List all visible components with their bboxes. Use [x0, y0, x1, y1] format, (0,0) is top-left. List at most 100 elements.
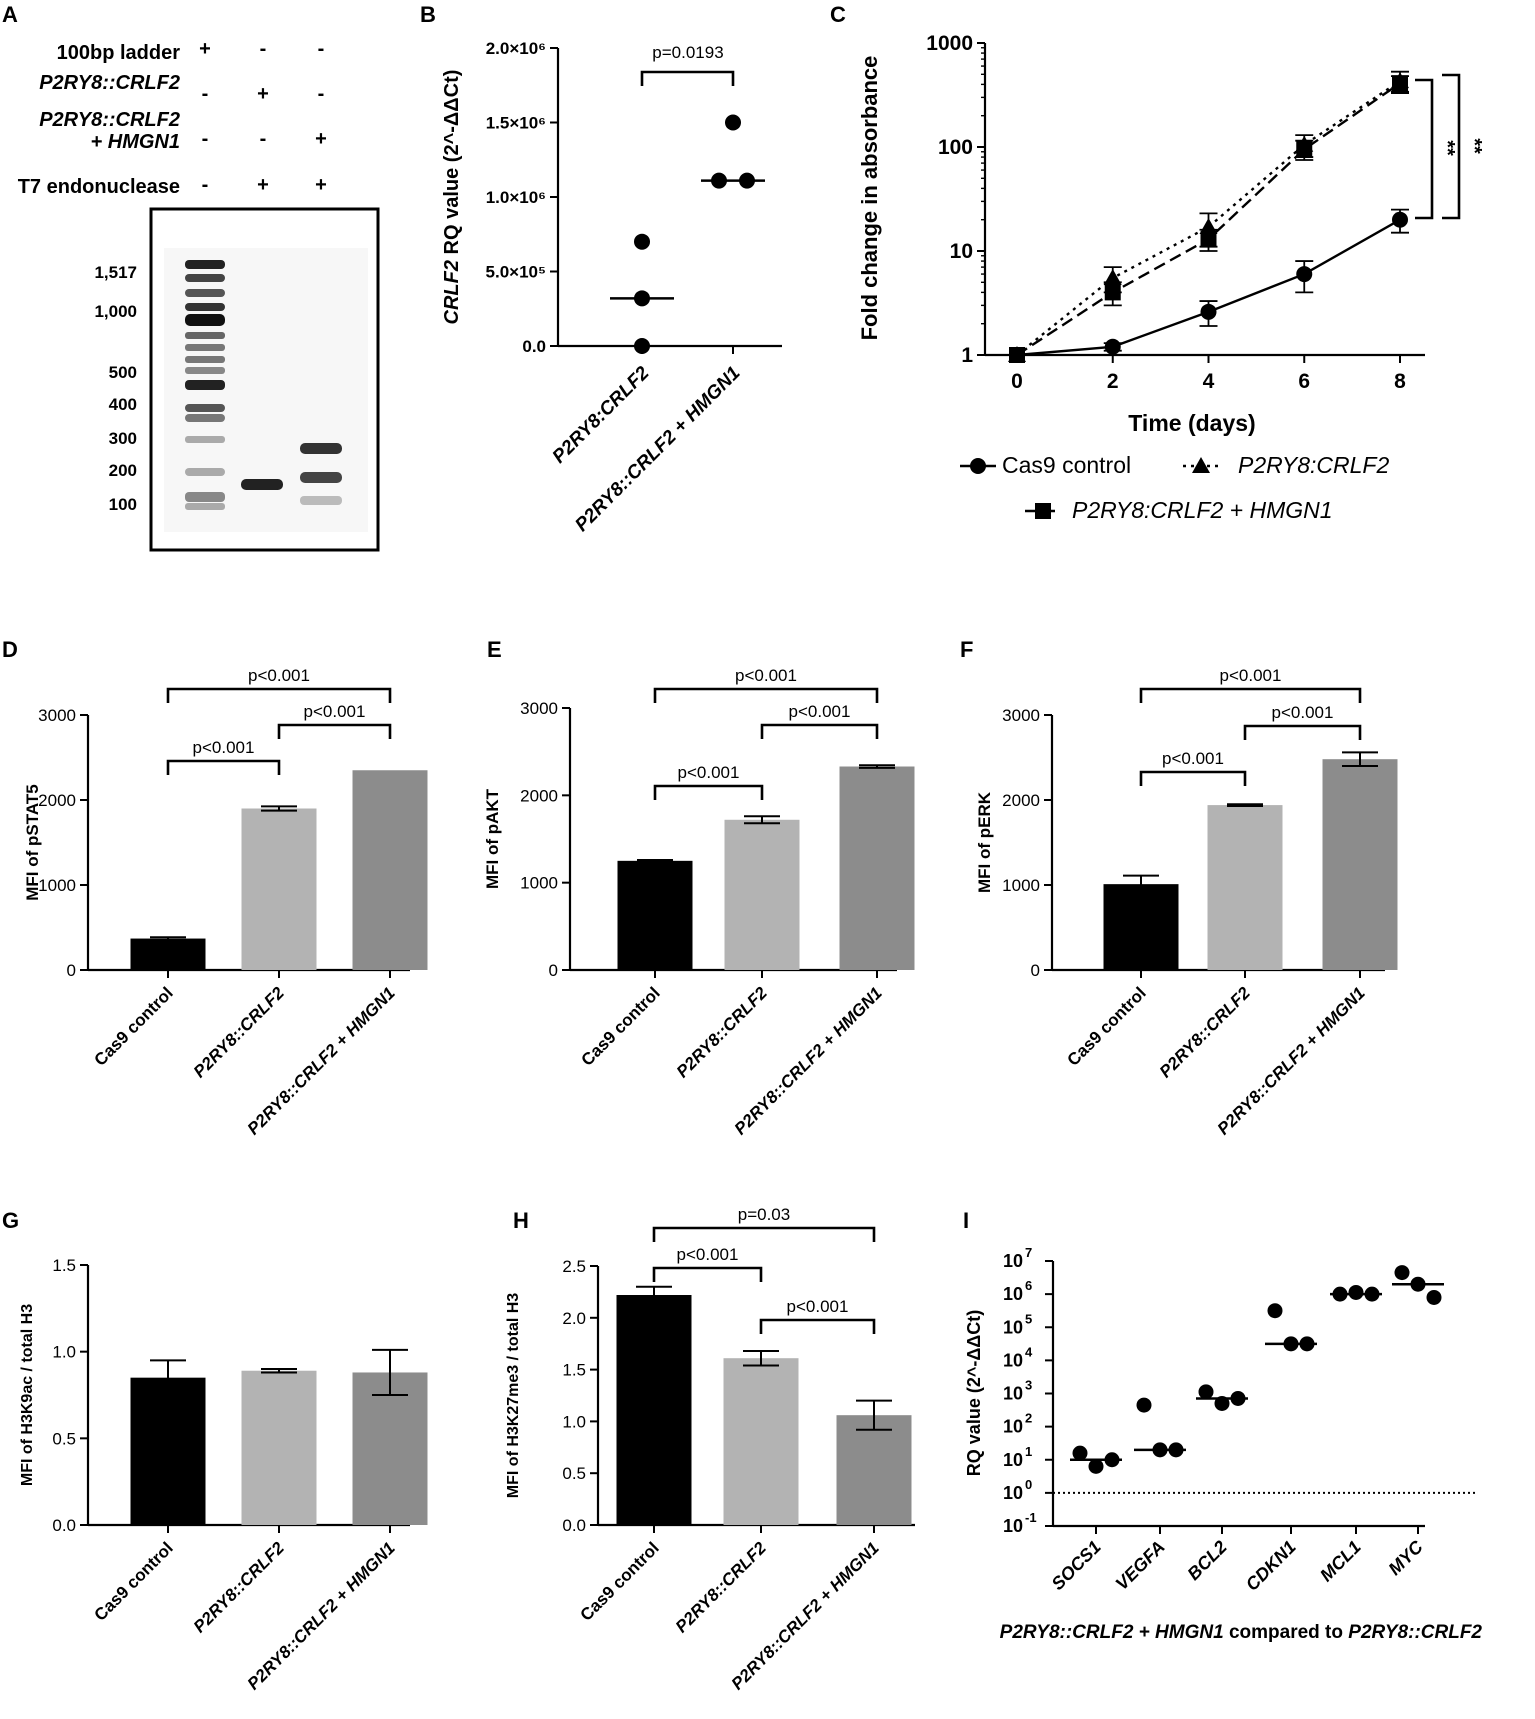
bar: [836, 1415, 912, 1525]
significance-bracket: [760, 723, 879, 739]
p-value-label: p<0.001: [248, 666, 310, 685]
y-tick-base: 10: [1003, 1450, 1023, 1470]
y-tick-label: 5.0×10⁵: [486, 263, 546, 282]
y-tick-label: 0.5: [562, 1464, 586, 1483]
y-tick-base: 10: [1003, 1417, 1023, 1437]
significance-bracket: [653, 784, 764, 800]
significance-bracket: [652, 1226, 876, 1242]
y-tick-label: 1000: [926, 32, 973, 55]
y-tick-label: 1.0: [562, 1412, 586, 1431]
data-point: [1103, 269, 1122, 286]
gel-row-label: + HMGN1: [91, 131, 180, 153]
y-tick-base: 10: [1003, 1516, 1023, 1536]
y-tick-label: 10: [1003, 1284, 1023, 1304]
y-tick-label: 2.5: [562, 1257, 586, 1276]
significance-bracket: [166, 687, 392, 703]
data-point: [1136, 1397, 1152, 1413]
panel-label-h: H: [513, 1208, 529, 1233]
chart-b-crlf2-rq: 2.0×10⁶ 1.5×10⁶ 1.0×10⁶ 5.0×10⁵ 0.0 CRLF2 RQ …: [441, 39, 782, 536]
p-value-label: p<0.001: [735, 666, 797, 685]
data-point: [1104, 284, 1121, 301]
gel-sign: +: [199, 38, 211, 60]
y-tick-exponent: 2: [1025, 1411, 1032, 1426]
gel-sign: -: [318, 83, 325, 105]
y-tick-label: 0.0: [562, 1516, 586, 1535]
gel-size-label: 200: [109, 461, 137, 480]
y-tick-label: 1.5×10⁶: [486, 114, 546, 133]
y-axis-title: MFI of pSTAT5: [23, 784, 42, 900]
x-tick-label: 2: [1107, 370, 1119, 393]
y-tick-label: 1.0×10⁶: [486, 188, 546, 207]
significance-bracket: [653, 687, 879, 703]
x-axis-title-part: compared to: [1224, 1622, 1349, 1643]
x-tick-label: SOCS1: [1048, 1537, 1105, 1594]
y-tick-exponent: -1: [1025, 1510, 1037, 1525]
y-tick-base: 10: [1003, 1483, 1023, 1503]
data-point: [725, 114, 741, 131]
bar: [724, 819, 800, 970]
x-tick-label: P2RY8::CRLF2: [190, 1538, 288, 1636]
y-tick-label: 10: [1003, 1450, 1023, 1470]
x-axis-title: Time (days): [1128, 410, 1255, 436]
y-tick-label: 1000: [38, 876, 76, 895]
significance-bracket: [1442, 73, 1461, 220]
x-axis-title-part: P2RY8::CRLF2 + HMGN1: [1000, 1622, 1224, 1643]
x-tick-label: MCL1: [1316, 1537, 1365, 1586]
y-axis-title: MFI of pAKT: [483, 788, 502, 889]
y-tick-label: 2.0: [562, 1309, 586, 1328]
gel-sign: -: [202, 174, 209, 196]
significance-bracket: [166, 759, 281, 775]
x-axis-title-part: P2RY8::CRLF2: [1348, 1622, 1482, 1643]
data-point: [1426, 1289, 1442, 1305]
x-tick-label: P2RY8::CRLF2: [672, 1538, 770, 1636]
p-value-label: p<0.001: [1162, 749, 1224, 768]
data-point: [1267, 1303, 1283, 1319]
panel-label-d: D: [2, 637, 18, 662]
y-tick-label: 10: [1003, 1384, 1023, 1404]
gel-row-label: P2RY8::CRLF2: [39, 72, 180, 94]
data-point: [1200, 303, 1217, 320]
bar: [241, 1370, 317, 1525]
data-point: [1200, 231, 1217, 248]
p-value-label: p=0.03: [738, 1205, 790, 1224]
chart-g-h3k9ac: 1.5 1.0 0.5 0.0 MFI of H3K9ac / total H3 Cas9…: [19, 1256, 428, 1694]
gel-bands: [185, 260, 342, 510]
y-tick-label: 0.5: [52, 1429, 76, 1448]
x-tick-label: CDKN1: [1242, 1537, 1300, 1595]
y-tick-label: 0: [1031, 961, 1040, 980]
panel-label-e: E: [487, 637, 502, 662]
p-value-label: p<0.001: [193, 738, 255, 757]
y-tick-label: 2000: [1002, 791, 1040, 810]
y-axis-title: MFI of pERK: [975, 791, 994, 893]
y-tick-label: 100: [938, 136, 973, 159]
y-tick-label: 10: [1003, 1483, 1023, 1503]
bar: [1103, 884, 1179, 970]
y-tick-label: 1.5: [52, 1256, 76, 1275]
y-tick-label: 0: [67, 961, 76, 980]
panel-label-a: A: [2, 2, 18, 27]
y-axis-title: MFI of H3K27me3 / total H3: [505, 1293, 522, 1498]
significance-bracket: [640, 70, 735, 86]
p-value-label: p<0.001: [678, 763, 740, 782]
p-value-label: p<0.001: [1272, 703, 1334, 722]
x-axis-title: P2RY8::CRLF2 + HMGN1 compared to P2RY8::…: [1000, 1622, 1483, 1643]
x-tick-label: Cas9 control: [91, 983, 177, 1069]
gel-sign: -: [202, 128, 209, 150]
y-tick-base: 10: [1003, 1251, 1023, 1271]
gel-size-label: 300: [109, 429, 137, 448]
p-value-label: p=0.0193: [652, 43, 723, 62]
gel-sign: +: [315, 174, 327, 196]
chart-f-perk: 3000 2000 1000 0 MFI of pERK Cas9 control P2RY…: [975, 666, 1398, 1139]
bar: [241, 808, 317, 970]
significance-stars: **: [1463, 138, 1485, 154]
significance-bracket: [759, 1318, 876, 1334]
gel-sign: +: [257, 83, 269, 105]
gel-size-label: 1,000: [94, 302, 137, 321]
bar: [1207, 805, 1283, 970]
y-tick-label: 3000: [520, 699, 558, 718]
panel-label-b: B: [420, 2, 436, 27]
data-point: [1072, 1445, 1088, 1461]
gel-size-label: 100: [109, 495, 137, 514]
data-point: [1392, 75, 1408, 92]
